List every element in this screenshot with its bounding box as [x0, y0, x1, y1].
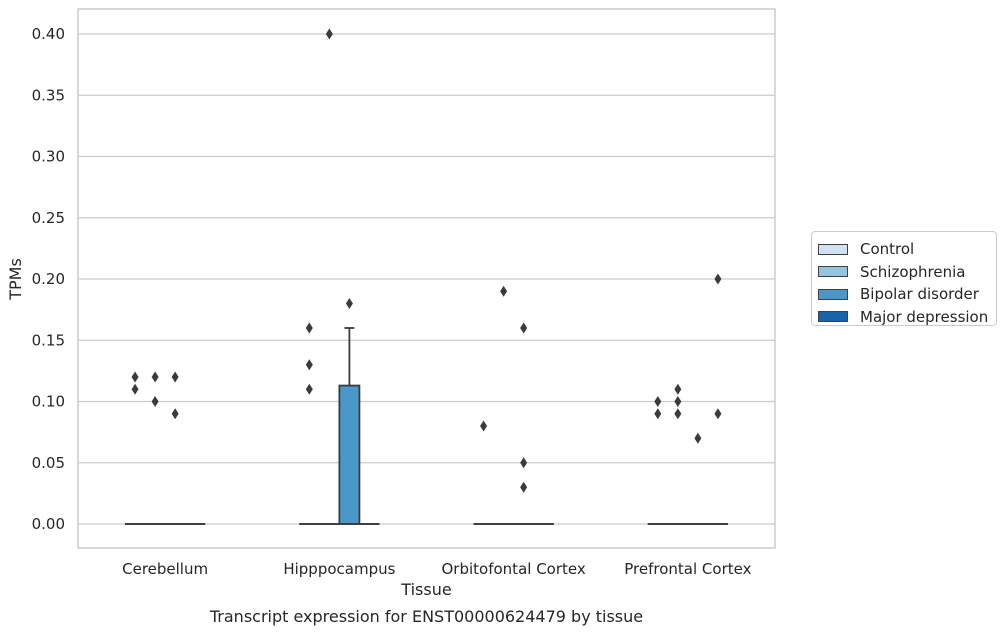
y-tick-label: 0.00 [32, 515, 65, 533]
outlier-point [714, 408, 722, 420]
chart-title: Transcript expression for ENST0000062447… [209, 607, 643, 626]
outlier-point [480, 420, 488, 432]
outlier-point [345, 298, 353, 309]
outlier-point [305, 359, 313, 371]
plot-frame [77, 8, 776, 549]
y-tick-label: 0.20 [32, 270, 65, 288]
legend-label: Major depression [860, 307, 989, 326]
legend-item-schizophrenia: Schizophrenia [812, 261, 996, 284]
y-tick-label: 0.05 [32, 454, 65, 472]
outlier-point [674, 383, 682, 395]
y-tick-label: 0.35 [32, 86, 65, 104]
outlier-point [674, 396, 682, 407]
outlier-point [131, 383, 139, 395]
outlier-point [520, 481, 528, 493]
y-tick-label: 0.15 [32, 331, 65, 349]
outlier-point [305, 383, 313, 395]
outlier-point [171, 371, 179, 383]
outlier-point [500, 285, 508, 297]
legend: Control Schizophrenia Bipolar disorder M… [811, 231, 997, 326]
boxes [125, 327, 728, 525]
outlier-point [305, 322, 313, 334]
legend-item-bipolar-disorder: Bipolar disorder [812, 283, 996, 306]
y-tick-label: 0.10 [32, 393, 65, 411]
legend-swatch [818, 266, 848, 278]
outlier-point [325, 28, 333, 40]
outlier-point [694, 432, 702, 444]
outlier-point [131, 371, 139, 383]
y-tick-label: 0.25 [32, 209, 65, 227]
outlier-point [674, 408, 682, 420]
legend-label: Control [860, 240, 915, 259]
outlier-point [151, 371, 159, 383]
outlier-points [131, 28, 722, 493]
x-tick-label: Prefrontal Cortex [624, 560, 751, 578]
outlier-point [520, 322, 528, 334]
gridlines [78, 33, 775, 525]
outlier-point [151, 396, 159, 407]
box [338, 384, 361, 525]
legend-swatch [818, 243, 848, 255]
legend-label: Bipolar disorder [860, 285, 979, 304]
outlier-point [520, 457, 528, 469]
outlier-point [654, 396, 662, 407]
legend-swatch [818, 311, 848, 323]
outlier-point [171, 408, 179, 420]
y-axis-label: TPMs [6, 258, 25, 301]
legend-item-major-depression: Major depression [812, 306, 996, 329]
legend-swatch [818, 288, 848, 300]
x-tick-label: Cerebellum [122, 560, 208, 578]
x-axis-label: Tissue [400, 580, 451, 599]
y-tick-labels: 0.00 0.05 0.10 0.15 0.20 0.25 0.30 0.35 0.40 [32, 25, 65, 533]
y-tick-label: 0.30 [32, 148, 65, 166]
x-tick-labels: Cerebellum Hipppocampus Orbitofontal Corte… [122, 560, 751, 578]
x-tick-label: Hipppocampus [283, 560, 395, 578]
legend-label: Schizophrenia [860, 262, 966, 281]
y-tick-label: 0.40 [32, 25, 65, 43]
legend-item-control: Control [812, 238, 996, 261]
x-tick-label: Orbitofontal Cortex [442, 560, 586, 578]
outlier-point [714, 273, 722, 285]
outlier-point [654, 408, 662, 420]
